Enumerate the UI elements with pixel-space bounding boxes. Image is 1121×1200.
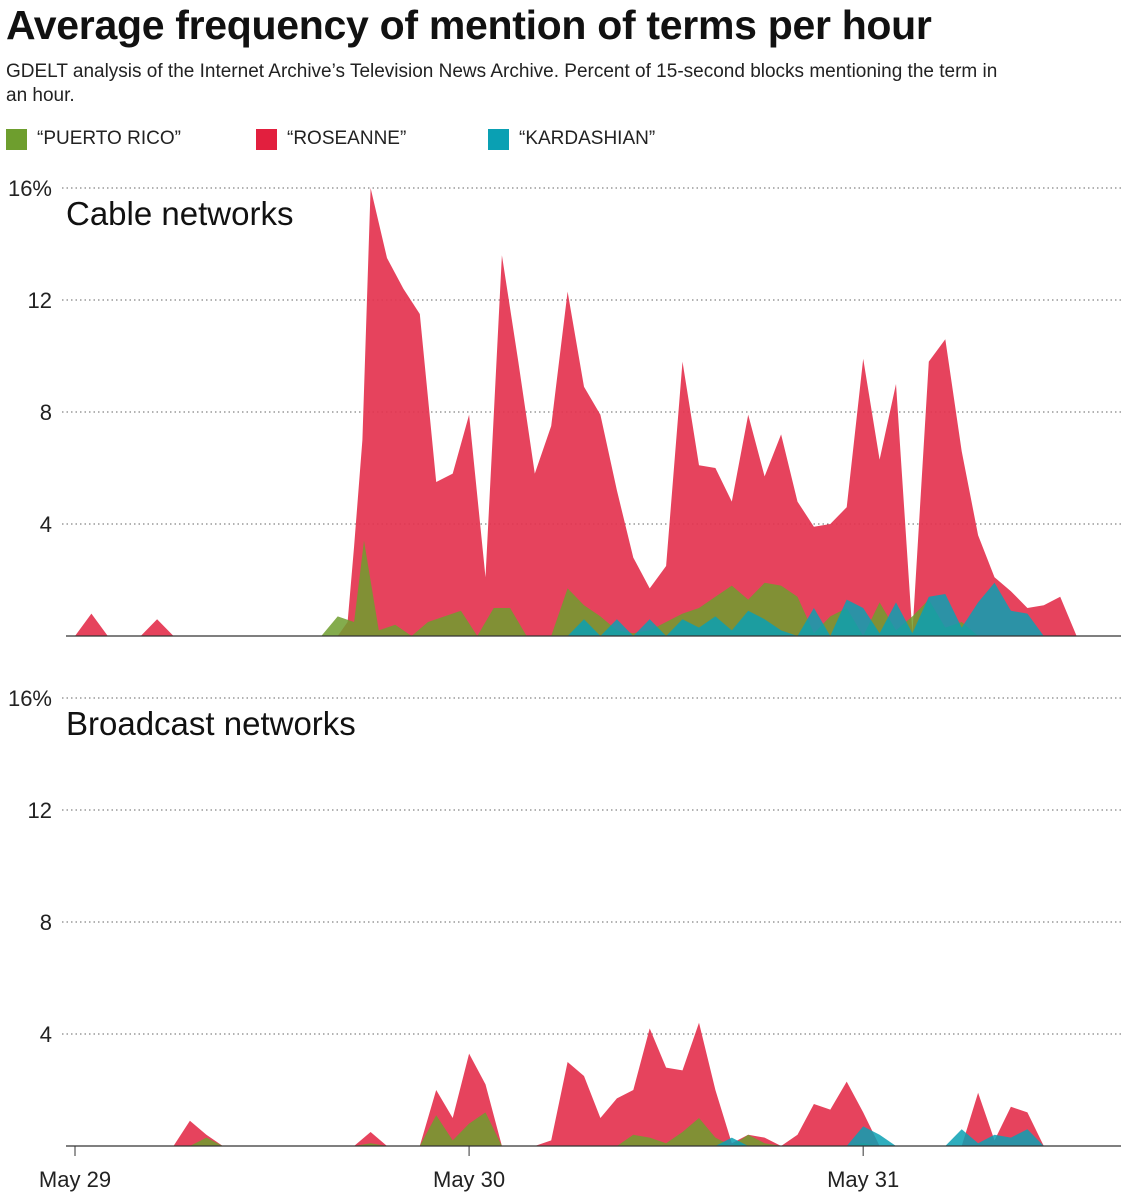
broadcast-networks-x-tick-label: May 30 xyxy=(433,1167,505,1192)
broadcast-networks-area-puerto-rico xyxy=(189,1112,880,1146)
broadcast-networks-area-roseanne xyxy=(75,1022,1044,1146)
legend-swatch-roseanne xyxy=(256,128,277,150)
legend-item-puerto-rico: “PUERTO RICO” xyxy=(6,128,181,150)
broadcast-networks-y-tick-label: 16% xyxy=(8,686,52,711)
broadcast-networks-x-tick-label: May 29 xyxy=(39,1167,111,1192)
broadcast-networks-area-kardashian xyxy=(715,1126,1044,1146)
legend: “PUERTO RICO” “ROSEANNE” “KARDASHIAN” xyxy=(6,128,1006,154)
cable-networks-y-tick-label: 16% xyxy=(8,176,52,201)
chart-subtitle: GDELT analysis of the Internet Archive’s… xyxy=(6,61,998,106)
cable-networks-y-tick-label: 12 xyxy=(28,288,52,313)
legend-swatch-kardashian xyxy=(488,128,509,150)
broadcast-networks-x-tick-label: May 31 xyxy=(827,1167,899,1192)
chart-title: Average frequency of mention of terms pe… xyxy=(6,2,932,48)
legend-swatch-puerto-rico xyxy=(6,128,27,150)
cable-networks-area-kardashian xyxy=(567,582,1044,636)
broadcast-networks-y-tick-label: 8 xyxy=(40,910,52,935)
legend-item-roseanne: “ROSEANNE” xyxy=(256,128,406,150)
legend-label-kardashian: “KARDASHIAN” xyxy=(519,128,656,149)
legend-item-kardashian: “KARDASHIAN” xyxy=(488,128,655,150)
broadcast-networks-y-tick-label: 12 xyxy=(28,798,52,823)
cable-networks-area-roseanne xyxy=(75,188,1077,636)
legend-label-roseanne: “ROSEANNE” xyxy=(287,128,407,149)
broadcast-networks-y-tick-label: 4 xyxy=(40,1022,52,1047)
cable-networks-y-tick-label: 4 xyxy=(40,512,52,537)
broadcast-networks-panel-title: Broadcast networks xyxy=(66,705,356,742)
legend-label-puerto-rico: “PUERTO RICO” xyxy=(37,128,181,149)
cable-networks-y-tick-label: 8 xyxy=(40,400,52,425)
cable-networks-area-puerto-rico xyxy=(321,540,979,636)
chart-area: 16% 12 8 4 Cable networks 16% 12 8 4 Broadcast ne… xyxy=(8,176,1121,1192)
cable-networks-panel-title: Cable networks xyxy=(66,195,293,232)
